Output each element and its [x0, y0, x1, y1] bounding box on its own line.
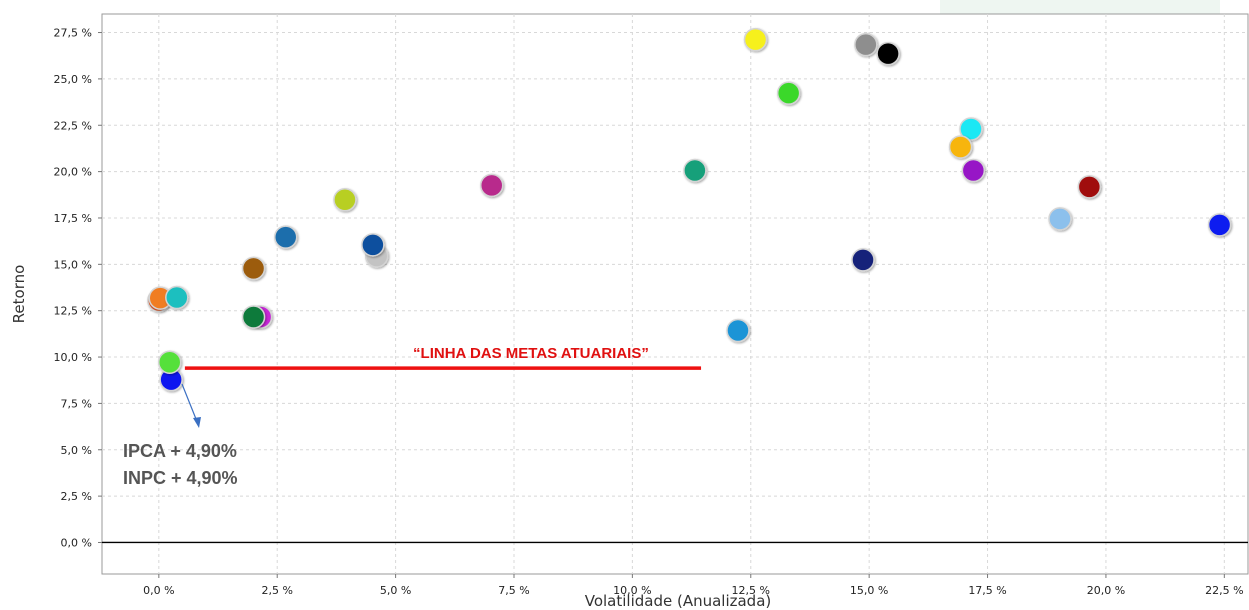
data-point — [165, 285, 189, 310]
y-axis-title: Retorno — [10, 265, 28, 324]
watermark — [940, 0, 1220, 14]
data-point — [726, 318, 750, 343]
data-points — [147, 27, 1232, 392]
data-point — [1048, 207, 1072, 231]
data-point — [961, 158, 986, 183]
y-tick-label: 22,5 % — [54, 119, 92, 132]
x-tick-label: 10,0 % — [613, 584, 651, 597]
data-point — [876, 41, 900, 66]
data-point — [683, 158, 707, 183]
data-point — [1207, 213, 1232, 237]
y-tick-label: 7,5 % — [61, 397, 92, 410]
x-tick-label: 5,0 % — [380, 584, 411, 597]
y-tick-label: 27,5 % — [54, 27, 92, 40]
y-tick-label: 5,0 % — [61, 444, 92, 457]
data-point — [776, 81, 801, 105]
x-axis-title: Volatilidade (Anualizada) — [585, 592, 772, 610]
data-point — [743, 27, 768, 52]
data-point — [948, 135, 973, 159]
x-tick-label: 15,0 % — [850, 584, 888, 597]
data-point — [854, 32, 878, 57]
data-point — [361, 233, 385, 257]
x-tick-label: 22,5 % — [1205, 584, 1243, 597]
x-tick-label: 0,0 % — [143, 584, 174, 597]
data-point — [959, 117, 983, 141]
y-tick-label: 25,0 % — [54, 73, 92, 86]
data-point — [333, 188, 357, 212]
data-point — [241, 256, 266, 281]
data-point — [157, 350, 182, 374]
data-point — [479, 173, 504, 198]
data-point — [851, 248, 875, 272]
y-tick-label: 15,0 % — [54, 258, 92, 271]
annotation-arrow — [181, 383, 199, 425]
y-tick-label: 0,0 % — [61, 536, 92, 549]
y-tick-label: 17,5 % — [54, 212, 92, 225]
meta-line-label: “LINHA DAS METAS ATUARIAIS” — [413, 345, 649, 362]
data-point — [273, 225, 298, 249]
inpc-label: INPC + 4,90% — [123, 468, 238, 488]
y-tick-label: 20,0 % — [54, 166, 92, 179]
x-tick-label: 2,5 % — [261, 584, 292, 597]
y-tick-label: 2,5 % — [61, 490, 92, 503]
x-tick-label: 20,0 % — [1087, 584, 1125, 597]
x-tick-label: 12,5 % — [732, 584, 770, 597]
y-tick-label: 12,5 % — [54, 305, 92, 318]
x-axis-ticks: 0,0 % 2,5 % 5,0 % 7,5 % 10,0 % 12,5 % 15,0 % 17… — [143, 574, 1244, 597]
annotation-arrowhead — [193, 417, 201, 428]
x-tick-label: 7,5 % — [498, 584, 529, 597]
data-point — [1077, 175, 1102, 199]
y-tick-label: 10,0 % — [54, 351, 92, 364]
plot-area — [101, 13, 1249, 575]
ipca-label: IPCA + 4,90% — [123, 441, 237, 461]
x-tick-label: 17,5 % — [968, 584, 1006, 597]
y-axis-ticks: 0,0 % 2,5 % 5,0 % 7,5 % 10,0 % 12,5 % 15,0 % 17… — [54, 27, 102, 549]
data-point — [241, 305, 266, 329]
